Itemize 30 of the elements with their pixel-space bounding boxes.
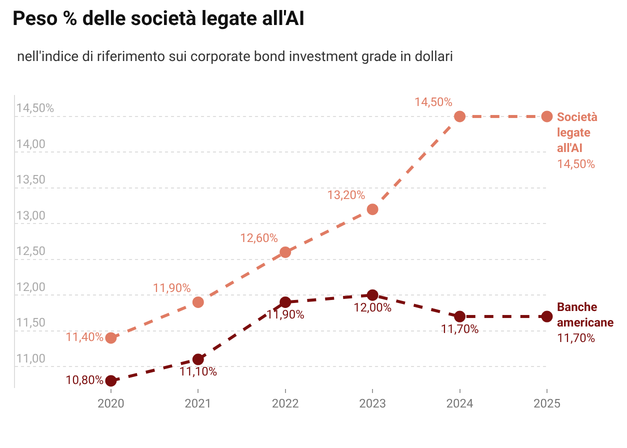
y-tick-label: 13,50 [16,172,46,187]
x-tick-label: 2025 [534,396,561,410]
series-label: Banche americane [557,300,614,330]
data-label: 10,80% [66,372,104,387]
y-tick-label: 14,50% [16,101,54,116]
x-tick-label: 2021 [184,396,212,410]
data-label: 11,70% [557,331,596,346]
data-label: 11,90% [266,307,305,322]
data-label: 14,50% [557,156,596,171]
y-tick-label: 12,00 [16,280,46,294]
x-tick-label: 2023 [359,396,386,410]
y-tick-label: 14,00 [16,136,46,151]
y-tick-label: 11,50 [16,316,46,330]
x-tick-label: 2020 [97,396,125,410]
x-tick-label: 2022 [272,396,300,410]
data-label: 13,20% [327,188,366,202]
y-tick-label: 13,00 [16,208,46,222]
x-tick-label: 2024 [446,396,474,410]
data-label: 11,90% [152,280,192,295]
y-tick-label: 11,00 [16,351,46,366]
data-label: 12,60% [240,230,278,245]
chart-title: Peso % delle società legate all'AI [12,6,305,30]
series-label: Società legate all'AI [557,110,598,156]
data-label: 12,00% [354,300,392,314]
data-label: 11,10% [179,364,218,379]
data-label: 14,50% [414,95,453,110]
data-label: 11,40% [66,330,104,344]
y-tick-label: 12,50 [16,244,46,258]
data-label: 11,70% [440,322,480,336]
chart-subtitle: nell'indice di riferimento sui corporate bond investment grade in dollari [17,49,454,65]
